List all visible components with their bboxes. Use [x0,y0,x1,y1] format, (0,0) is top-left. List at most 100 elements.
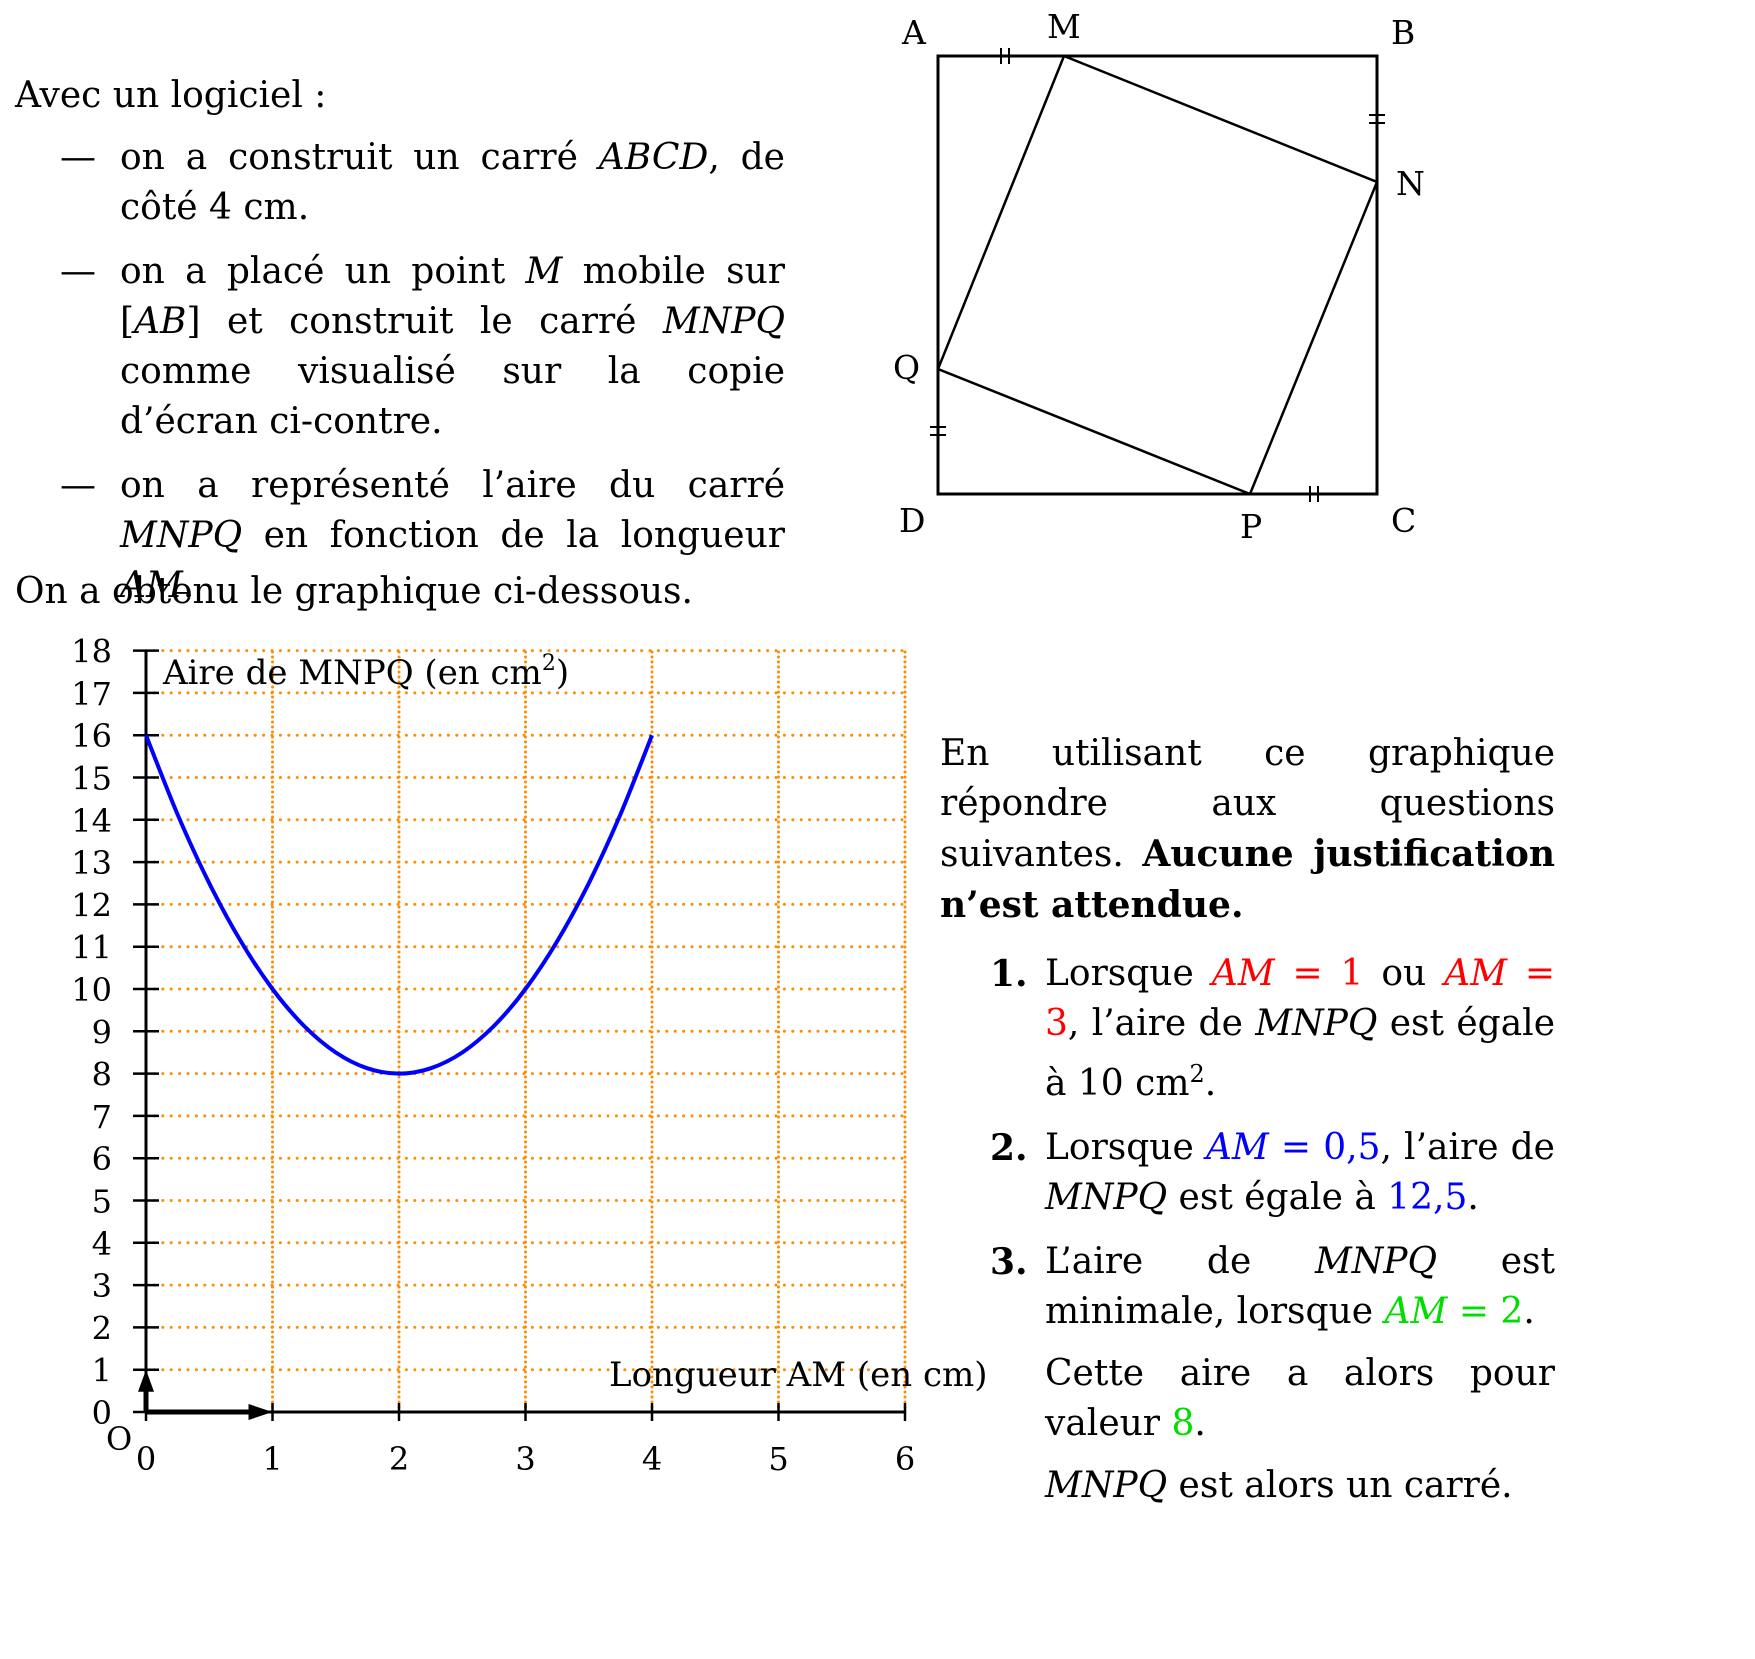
y-tick-label: 10 [71,971,112,1009]
intro-item-text: on a représenté l’aire du carré MNPQ en … [120,465,785,606]
unit-arrow-x [248,1404,273,1420]
text-run: , l’aire de [1067,1003,1256,1044]
question-number: 2. [990,1127,1028,1169]
label-q: Q [893,348,920,387]
text-run: . [1204,1063,1217,1104]
y-tick-label: 2 [92,1309,112,1347]
text-run: comme visualisé sur la copie d’écran ci-… [120,351,785,442]
text-run: 2 [1189,1060,1205,1088]
text-run: on a placé un point [120,251,526,292]
y-label-superscript: 2 [542,651,556,676]
text-run: AM [1205,1127,1269,1168]
y-tick-label: 18 [71,633,112,671]
text-run: , de côté 4 cm. [120,137,785,228]
x-tick-label: 5 [768,1440,788,1478]
question-extra-line: MNPQ est alors un carré. [1045,1461,1555,1511]
intro-item: — on a représenté l’aire du carré MNPQ en… [60,465,785,606]
intro-item-text: on a placé un point M mobile sur [AB] et… [120,251,785,442]
y-tick-label: 4 [92,1225,112,1263]
y-tick-label: 17 [71,675,112,713]
x-tick-label: 2 [389,1440,409,1478]
text-run: on a représenté l’aire du carré [120,465,785,506]
question-text: Lorsque AM = 1 ou AM = 3, l’aire de MNPQ… [1045,953,1555,1104]
y-tick-label: 1 [92,1352,112,1390]
question-number: 3. [990,1241,1028,1283]
y-tick-label: 0 [92,1394,112,1432]
text-run: est minimale, lorsque [1045,1241,1555,1332]
text-run: MNPQ [120,515,243,556]
text-run: MNPQ [1045,1177,1168,1218]
y-tick-label: 16 [71,717,112,755]
text-run: MNPQ [1045,1465,1168,1506]
text-run: = 3 [1045,953,1555,1044]
text-run: AM [120,565,183,606]
text-run: = 0,5 [1268,1127,1381,1168]
y-tick-label: 3 [92,1267,112,1305]
label-n: N [1396,164,1425,203]
questions-block: En utilisant ce graphique répondre aux q… [940,729,1555,1525]
question-item: 1. Lorsque AM = 1 ou AM = 3, l’aire de MN… [940,949,1555,1109]
text-run: = 2 [1447,1291,1524,1332]
text-run: = 1 [1274,953,1364,994]
y-tick-label: 15 [71,760,112,798]
text-run: ABCD [598,137,709,178]
intro-item: — on a placé un point M mobile sur [AB] e… [60,251,785,442]
x-tick-label: 3 [515,1440,535,1478]
label-m: M [1047,7,1081,46]
unit-arrow-y [138,1369,154,1392]
question-item: 3. L’aire de MNPQ est minimale, lorsque A… [940,1237,1555,1511]
intro-item: — on a construit un carré ABCD, de côté 4… [60,137,785,228]
text-run: Cette aire a alors pour valeur [1045,1353,1555,1444]
text-run: M [525,251,563,292]
square-figure: A M B N Q D P C [893,7,1425,546]
intro-heading: Avec un logiciel : [15,75,327,116]
label-b: B [1391,13,1415,52]
text-run: 12,5 [1387,1177,1468,1218]
axes [138,650,905,1420]
y-tick-label: 7 [92,1098,112,1136]
grid [144,649,907,1414]
questions-intro-text: En utilisant ce graphique répondre aux q… [940,733,1555,875]
y-tick-label: 14 [71,802,112,840]
y-tick-label: 5 [92,1183,112,1221]
text-run: ] et construit le carré [186,301,663,342]
y-label-run: Aire de MNPQ (en cm [162,653,542,693]
label-a: A [901,13,927,52]
y-tick-label: 8 [92,1056,112,1094]
graph-intro: On a obtenu le graphique ci-dessous. [15,571,693,612]
y-tick-label: 9 [92,1013,112,1051]
question-text: L’aire de MNPQ est minimale, lorsque AM … [1045,1241,1555,1332]
text-run: est égale à [1167,1177,1388,1218]
y-tick-label: 12 [71,886,112,924]
x-tick-label: 0 [136,1440,156,1478]
text-run: est égale à 10 cm [1045,1003,1555,1104]
text-run: L’aire de [1045,1241,1315,1282]
question-text: Lorsque AM = 0,5, l’aire de MNPQ est éga… [1045,1127,1555,1218]
intro-block: Avec un logiciel : — on a construit un ca… [15,71,785,625]
text-run: MNPQ [1255,1003,1378,1044]
text-run: 8 [1171,1403,1195,1444]
text-run: Lorsque [1045,953,1212,994]
label-c: C [1391,501,1416,540]
text-run: . [1523,1291,1535,1332]
text-run: AB [134,301,187,342]
square-abcd [936,54,1379,496]
question-extra-line: Cette aire a alors pour valeur 8. [1045,1349,1555,1449]
square-mnpq [936,54,1379,496]
text-run: on a construit un carré [120,137,599,178]
text-run: AM [1444,953,1507,994]
x-tick-label: 1 [262,1440,282,1478]
y-axis-label: Aire de MNPQ (en cm2) [162,651,569,693]
label-p: P [1240,507,1262,546]
label-d: D [899,501,925,540]
text-run: MNPQ [1314,1241,1438,1282]
text-run: MNPQ [662,301,785,342]
text-run: . [1194,1403,1206,1444]
text-run: . [1467,1177,1479,1218]
text-run: AM [1211,953,1275,994]
tick-marks [930,48,1385,502]
questions-intro-bold: Aucune justification n’est attendue. [940,833,1555,926]
question-item: 2. Lorsque AM = 0,5, l’aire de MNPQ est é… [940,1123,1555,1223]
